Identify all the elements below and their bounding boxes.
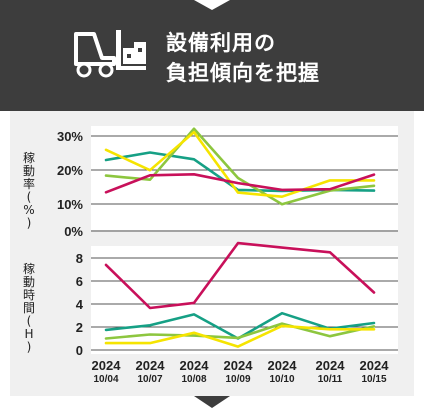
x-tick-label-year: 2024 <box>136 358 166 373</box>
x-tick-label-date: 10/10 <box>269 374 294 385</box>
x-tick-label-date: 10/11 <box>318 374 343 385</box>
utilization-series-line-2 <box>104 127 376 206</box>
x-tick-label-date: 10/04 <box>93 374 118 385</box>
utilization-series-line-4 <box>104 173 376 194</box>
hours-tick-label: 4 <box>76 297 84 312</box>
x-tick-label-date: 10/07 <box>137 374 162 385</box>
x-tick-label-year: 2024 <box>180 358 210 373</box>
x-tick-label-date: 10/09 <box>225 374 250 385</box>
y-axis-label-hours: 稼動時間(H) <box>22 262 35 354</box>
down-arrow-icon <box>194 396 230 408</box>
header-banner: 設備利用の 負担傾向を把握 <box>0 0 424 111</box>
y-axis-label-utilization: 稼動率(%) <box>22 151 35 230</box>
utilization-series-line-3 <box>104 130 376 198</box>
hours-tick-label: 6 <box>76 274 83 289</box>
utilization-tick-label: 0% <box>64 224 83 239</box>
utilization-tick-label: 30% <box>57 129 83 144</box>
x-tick-label-date: 10/08 <box>181 374 206 385</box>
x-tick-label-year: 2024 <box>92 358 122 373</box>
forklift-icon <box>74 30 146 78</box>
x-tick-label-year: 2024 <box>316 358 346 373</box>
hours-tick-label: 8 <box>76 251 83 266</box>
x-tick-label-year: 2024 <box>224 358 254 373</box>
utilization-tick-label: 20% <box>57 163 83 178</box>
x-tick-label-year: 2024 <box>268 358 298 373</box>
x-tick-label-year: 2024 <box>360 358 390 373</box>
x-tick-label-date: 10/15 <box>361 374 386 385</box>
utilization-tick-label: 10% <box>57 197 83 212</box>
title-line-1: 設備利用の <box>166 31 276 55</box>
header-notch <box>194 0 230 10</box>
hours-series-line-4 <box>104 241 376 310</box>
hours-tick-label: 2 <box>76 320 83 335</box>
hours-tick-label: 0 <box>76 343 83 358</box>
bottom-plot-area <box>91 246 398 354</box>
hours-series-line-2 <box>104 322 376 340</box>
hours-series-line-3 <box>104 324 376 348</box>
title-line-2: 負担傾向を把握 <box>166 61 320 85</box>
